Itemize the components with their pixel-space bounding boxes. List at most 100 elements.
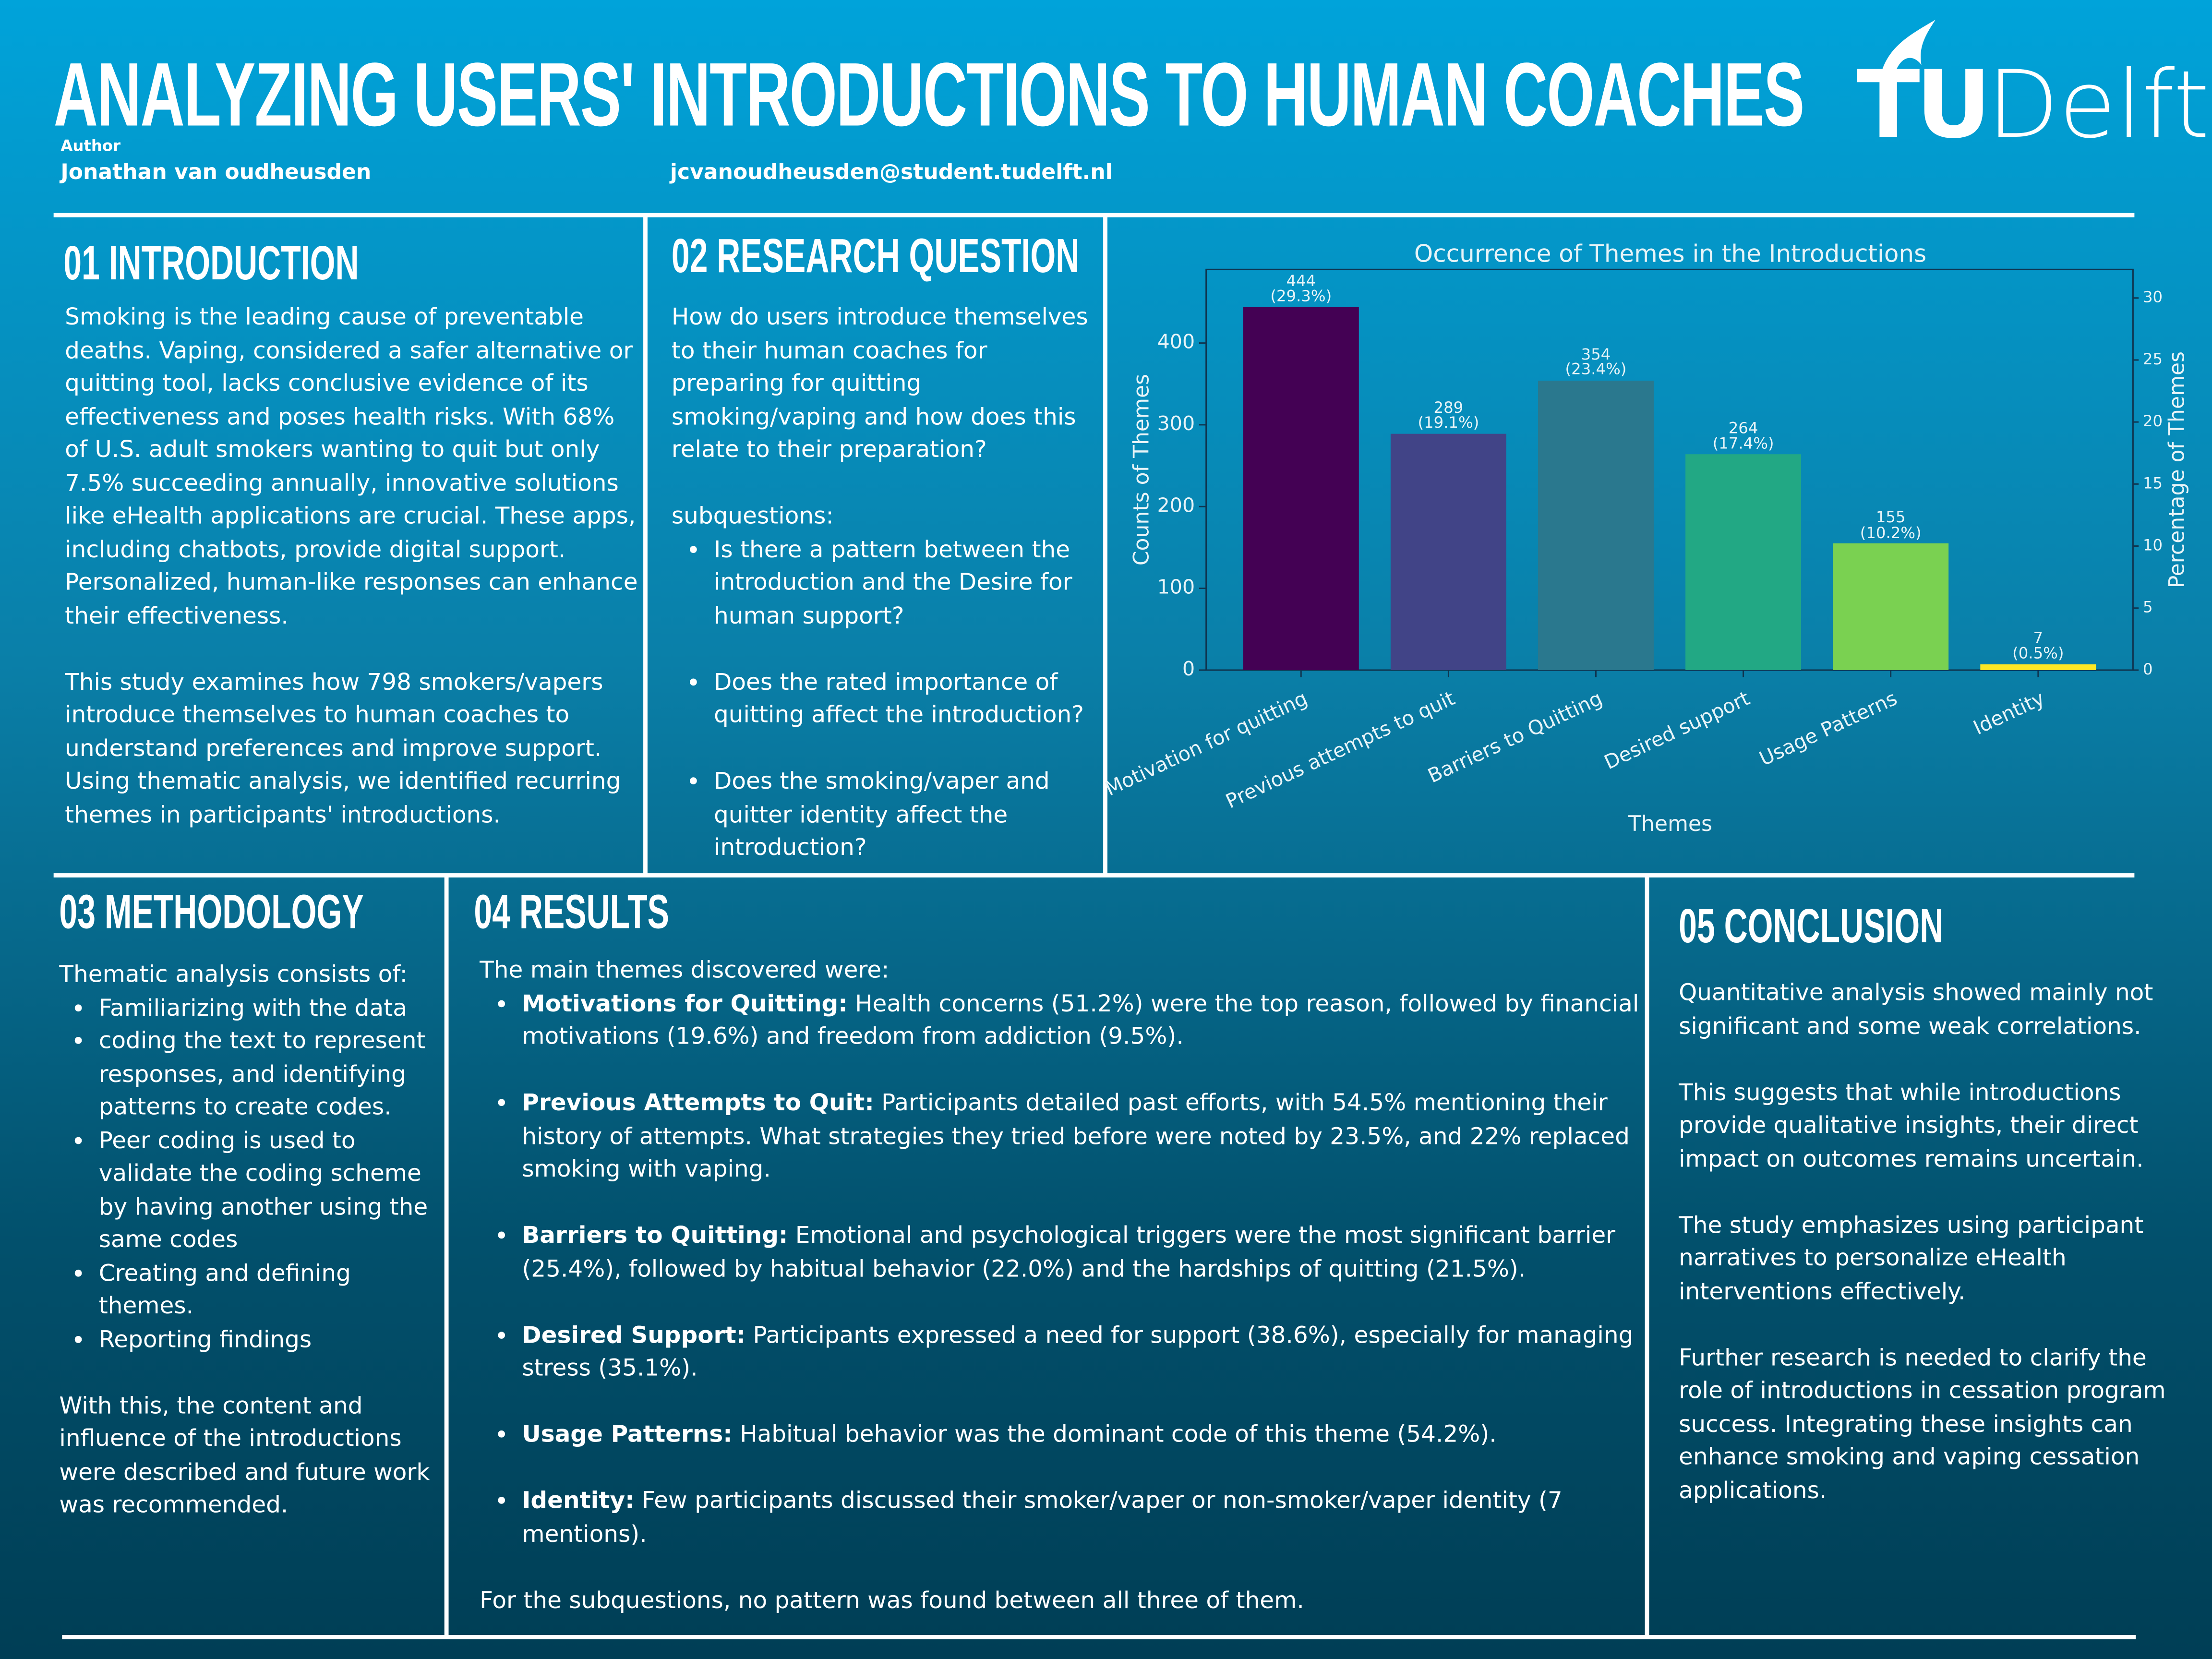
results-text: The main themes discovered were: Motivat…	[480, 954, 1639, 1617]
value-label: 155	[1876, 508, 1906, 526]
intro-text: Smoking is the leading cause of preventa…	[65, 301, 643, 864]
section-heading: 03 METHODOLOGY	[59, 886, 364, 940]
conclusion-text: Quantitative analysis showed mainly not …	[1679, 976, 2179, 1540]
y-tick-label: 300	[1157, 412, 1195, 435]
item-text: Health concerns (51.2%) were the top rea…	[522, 989, 1639, 1050]
divider	[1645, 875, 1649, 1636]
poster-title: ANALYZING USERS' INTRODUCTIONS TO HUMAN …	[53, 44, 1805, 145]
paragraph: This suggests that while introductions p…	[1679, 1078, 2144, 1172]
y2-axis-label: Percentage of Themes	[2164, 351, 2189, 588]
author: Jonathan van oudheusden	[60, 159, 372, 185]
section-heading: 01 INTRODUCTION	[63, 237, 359, 291]
paragraph: Further research is needed to clarify th…	[1679, 1344, 2166, 1503]
lead: The main themes discovered were:	[480, 956, 890, 984]
sub-list: Is there a pattern between the introduct…	[672, 532, 1095, 864]
item-term: Desired Support:	[522, 1321, 746, 1348]
list-item: Barriers to Quitting: Emotional and psyc…	[522, 1219, 1639, 1285]
list-item: Reporting findings	[99, 1322, 443, 1356]
list-item: Does the smoking/vaper and quitter ident…	[714, 765, 1094, 864]
closing: For the subquestions, no pattern was fou…	[480, 1586, 1304, 1613]
value-label: 7	[2033, 629, 2044, 647]
list-item: Creating and defining themes.	[99, 1256, 443, 1322]
lead: Thematic analysis consists of:	[59, 961, 408, 988]
item-term: Barriers to Quitting:	[522, 1221, 788, 1249]
divider	[62, 1635, 2136, 1639]
list-item: Identity: Few participants discussed the…	[522, 1484, 1639, 1551]
item-text: Habitual behavior was the dominant code …	[732, 1420, 1497, 1448]
percent-label: (29.3%)	[1270, 287, 1332, 305]
y2-tick-label: 10	[2143, 536, 2163, 554]
y-axis-label: Counts of Themes	[1129, 374, 1154, 565]
percent-label: (10.2%)	[1860, 524, 1922, 542]
value-label: 289	[1434, 398, 1464, 417]
x-tick-label: Identity	[1970, 686, 2048, 739]
section-heading: 02 RESEARCH QUESTION	[671, 230, 1080, 284]
bar	[1538, 380, 1654, 670]
y-tick-label: 400	[1157, 330, 1195, 353]
y2-tick-label: 20	[2143, 412, 2163, 430]
closing: With this, the content and influence of …	[59, 1392, 430, 1518]
bar	[1390, 433, 1506, 670]
logo-flame	[1882, 20, 1936, 71]
intro-heading-box: 01 INTRODUCTION	[63, 237, 498, 292]
paragraph: Smoking is the leading cause of preventa…	[65, 303, 638, 629]
divider	[53, 213, 2135, 217]
x-axis-label: Themes	[1628, 812, 1712, 836]
x-tick-label: Previous attempts to quit	[1222, 686, 1458, 813]
sub-label: subquestions:	[671, 502, 834, 529]
y2-tick-label: 15	[2143, 474, 2163, 492]
x-tick-label: Desired support	[1600, 686, 1753, 774]
value-label: 354	[1581, 345, 1611, 363]
item-term: Identity:	[522, 1487, 635, 1514]
value-label: 264	[1729, 419, 1758, 437]
bar	[1685, 454, 1802, 670]
paragraph: The study emphasizes using participant n…	[1679, 1211, 2144, 1304]
divider	[53, 873, 2135, 878]
method-text: Thematic analysis consists of: Familiari…	[59, 958, 443, 1554]
divider	[1103, 214, 1107, 875]
item-term: Usage Patterns:	[522, 1420, 733, 1448]
paragraph: Quantitative analysis showed mainly not …	[1679, 979, 2153, 1039]
list-item: coding the text to represent responses, …	[99, 1024, 443, 1124]
logo-delft: Delft	[1987, 50, 2210, 160]
plot-frame	[1205, 268, 2134, 671]
y-tick-label: 200	[1157, 493, 1195, 517]
y2-tick-label: 5	[2143, 598, 2153, 616]
results-list: Motivations for Quitting: Health concern…	[480, 987, 1639, 1551]
rq-text: How do users introduce themselves to the…	[672, 301, 1095, 897]
item-text: Emotional and psychological triggers wer…	[522, 1221, 1616, 1282]
logo-tu: TU	[1856, 50, 1991, 160]
percent-label: (0.5%)	[2012, 644, 2064, 662]
list-item: Familiarizing with the data	[99, 991, 443, 1024]
item-text: Few participants discussed their smoker/…	[522, 1487, 1563, 1547]
value-label: 444	[1286, 272, 1316, 290]
author-label: Author	[60, 137, 121, 156]
question: How do users introduce themselves to the…	[671, 303, 1088, 463]
results-heading-box: 04 RESULTS	[474, 886, 761, 941]
percent-label: (17.4%)	[1713, 434, 1774, 453]
method-list: Familiarizing with the datacoding the te…	[59, 991, 443, 1356]
paragraph: This study examines how 798 smokers/vape…	[65, 668, 621, 828]
list-item: Previous Attempts to Quit: Participants …	[522, 1086, 1639, 1186]
rq-heading-box: 02 RESEARCH QUESTION	[672, 230, 1271, 285]
list-item: Desired Support: Participants expressed …	[522, 1318, 1639, 1384]
method-heading-box: 03 METHODOLOGY	[59, 886, 507, 941]
bar	[1833, 543, 1949, 670]
item-text: Participants expressed a need for suppor…	[522, 1321, 1634, 1382]
item-term: Motivations for Quitting:	[522, 989, 848, 1017]
email: jcvanoudheusden@student.tudelft.nl	[670, 159, 1113, 185]
x-tick-label: Usage Patterns	[1756, 686, 1901, 770]
section-heading: 05 CONCLUSION	[1679, 900, 1944, 954]
logo: TUDelft	[1856, 56, 2210, 156]
divider	[643, 214, 648, 875]
y2-tick-label: 25	[2143, 350, 2163, 368]
percent-label: (19.1%)	[1418, 413, 1479, 432]
list-item: Usage Patterns: Habitual behavior was th…	[522, 1418, 1639, 1451]
list-item: Is there a pattern between the introduct…	[714, 532, 1094, 632]
section-heading: 04 RESULTS	[474, 886, 669, 940]
chart-title: Occurrence of Themes in the Introduction…	[1414, 240, 1926, 267]
y2-tick-label: 30	[2143, 288, 2163, 306]
